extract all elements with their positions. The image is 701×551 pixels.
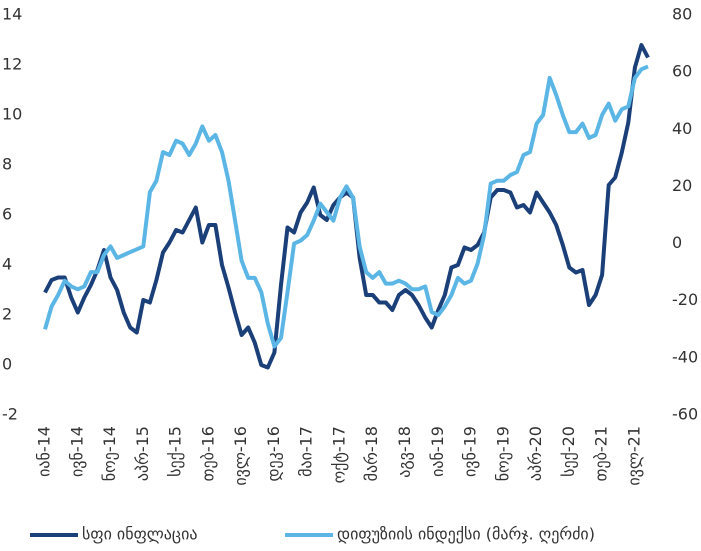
y-tick-label: 4 [2,255,12,274]
x-tick-label: სექ-20 [559,426,578,477]
legend-label: დიფუზიის ინდექსი (მარჯ. ღერძი) [337,525,595,544]
x-tick-label: დეკ-16 [264,426,283,482]
x-tick-label: იან-19 [428,426,447,477]
x-tick-label: აპრ-20 [526,426,545,481]
y-tick-label: 10 [2,105,22,124]
y2-tick-label: 60 [672,62,692,81]
y-tick-label: 0 [2,355,12,374]
x-tick-label: ივნ-19 [461,426,480,477]
series-line [43,64,649,349]
y2-tick-label: -20 [672,290,698,309]
y-tick-label: 8 [2,155,12,174]
y2-tick-label: -40 [672,347,698,366]
x-tick-label: აგვ-18 [395,426,414,478]
y2-tick-label: 0 [672,233,682,252]
x-tick-label: ივნ-14 [67,426,86,477]
x-tick-label: ივლ-21 [624,426,643,486]
x-tick-label: მარ-18 [362,426,381,481]
x-tick-label: იან-14 [35,426,54,477]
x-tick-label: ნოე-14 [100,426,119,481]
y-tick-label: 2 [2,305,12,324]
y2-tick-label: 80 [672,5,692,24]
y2-tick-label: 40 [672,119,692,138]
y-tick-label: -2 [2,405,18,424]
x-tick-label: სექ-15 [166,426,185,477]
y2-tick-label: 20 [672,176,692,195]
x-tick-label: მაი-17 [297,426,316,477]
legend-label: სფი ინფლაცია [82,525,197,544]
y-tick-label: 12 [2,55,22,74]
series-line [43,43,650,370]
y-tick-label: 6 [2,205,12,224]
x-tick-label: თებ-16 [198,426,217,481]
x-tick-label: ოქტ-17 [329,426,348,483]
x-tick-label: ნოე-19 [493,426,512,481]
x-tick-label: თებ-21 [592,426,611,481]
x-tick-label: ივლ-16 [231,426,250,486]
x-tick-label: აპრ-15 [133,426,152,481]
y2-tick-label: -60 [672,405,698,424]
y-tick-label: 14 [2,5,22,24]
